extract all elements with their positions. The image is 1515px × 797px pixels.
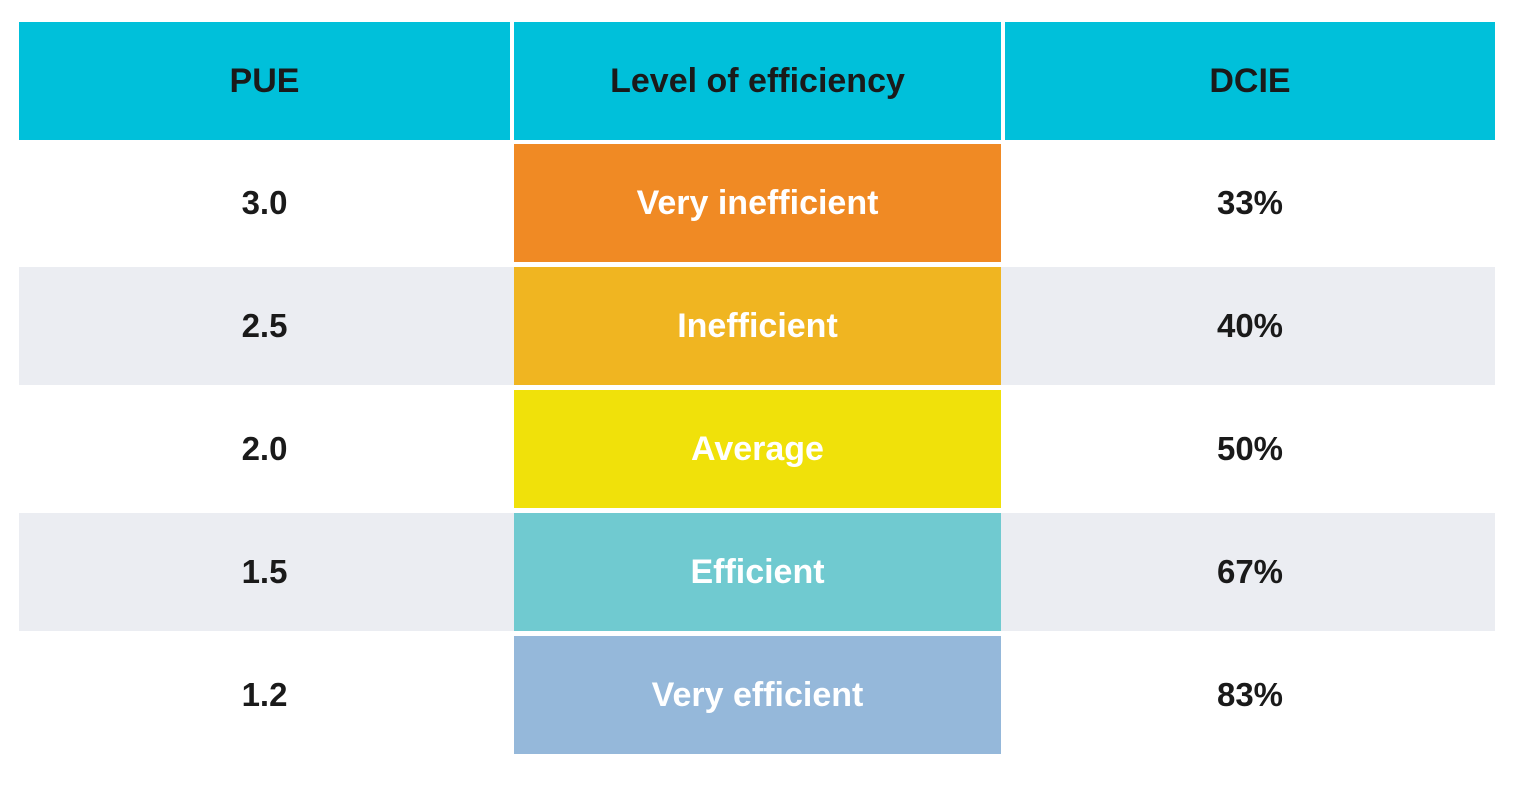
pue-efficiency-table: PUE Level of efficiency DCIE 3.0 Very in… <box>19 22 1495 759</box>
pue-value: 1.5 <box>241 553 288 590</box>
dcie-value: 83% <box>1216 676 1284 713</box>
pue-value: 3.0 <box>241 184 288 221</box>
efficiency-level: Inefficient <box>514 267 1001 385</box>
efficiency-level: Very efficient <box>514 636 1001 754</box>
table-row: 1.5 Efficient 67% <box>19 513 1495 631</box>
pue-value: 1.2 <box>241 676 288 713</box>
pue-value: 2.5 <box>241 307 288 344</box>
table-body: 3.0 Very inefficient 33% 2.5 Inefficient… <box>19 144 1495 754</box>
efficiency-level: Very inefficient <box>514 144 1001 262</box>
table-row: 3.0 Very inefficient 33% <box>19 144 1495 262</box>
header-pue: PUE <box>19 22 510 140</box>
table-row: 2.5 Inefficient 40% <box>19 267 1495 385</box>
dcie-value: 67% <box>1216 553 1284 590</box>
efficiency-level: Average <box>514 390 1001 508</box>
dcie-value: 50% <box>1216 430 1284 467</box>
header-level-of-efficiency: Level of efficiency <box>514 22 1001 140</box>
dcie-value: 40% <box>1216 307 1284 344</box>
dcie-value: 33% <box>1216 184 1284 221</box>
table-row: 2.0 Average 50% <box>19 390 1495 508</box>
header-dcie: DCIE <box>1005 22 1495 140</box>
table-header: PUE Level of efficiency DCIE <box>19 22 1495 140</box>
efficiency-level: Efficient <box>514 513 1001 631</box>
table-row: 1.2 Very efficient 83% <box>19 636 1495 754</box>
pue-value: 2.0 <box>241 430 288 467</box>
